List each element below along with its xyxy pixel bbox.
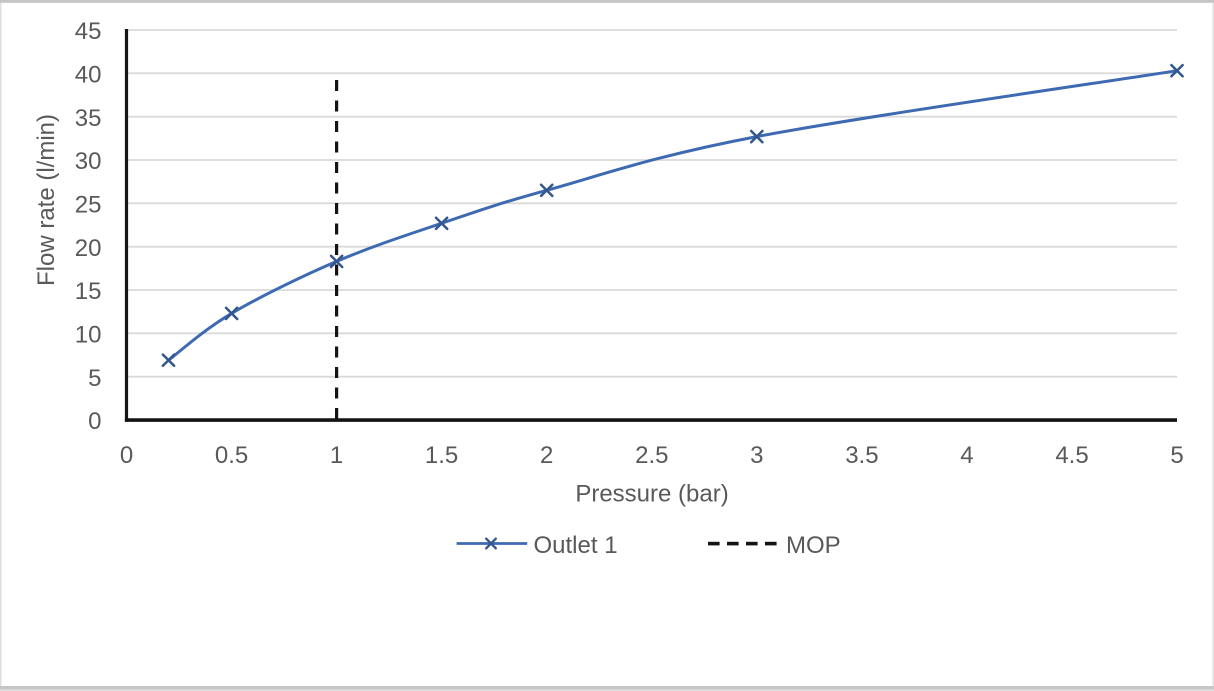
svg-text:4: 4 bbox=[960, 442, 973, 469]
svg-text:30: 30 bbox=[75, 148, 102, 175]
svg-text:1.5: 1.5 bbox=[425, 442, 458, 469]
svg-text:0: 0 bbox=[120, 442, 133, 469]
svg-text:35: 35 bbox=[75, 105, 102, 132]
svg-text:25: 25 bbox=[75, 192, 102, 219]
svg-text:5: 5 bbox=[1170, 442, 1183, 469]
svg-text:20: 20 bbox=[75, 235, 102, 262]
svg-text:10: 10 bbox=[75, 322, 102, 349]
svg-text:Pressure (bar): Pressure (bar) bbox=[575, 481, 728, 508]
svg-text:2: 2 bbox=[540, 442, 553, 469]
svg-text:3: 3 bbox=[750, 442, 763, 469]
svg-text:15: 15 bbox=[75, 278, 102, 305]
svg-text:40: 40 bbox=[75, 62, 102, 89]
svg-text:0: 0 bbox=[88, 408, 101, 435]
svg-text:Flow rate (l/min): Flow rate (l/min) bbox=[33, 114, 60, 286]
svg-text:0.5: 0.5 bbox=[215, 442, 248, 469]
svg-text:45: 45 bbox=[75, 18, 102, 45]
svg-text:MOP: MOP bbox=[786, 532, 841, 559]
svg-text:3.5: 3.5 bbox=[845, 442, 878, 469]
svg-text:2.5: 2.5 bbox=[635, 442, 668, 469]
svg-text:Outlet 1: Outlet 1 bbox=[534, 532, 618, 559]
svg-text:5: 5 bbox=[88, 365, 101, 392]
svg-text:4.5: 4.5 bbox=[1055, 442, 1088, 469]
svg-text:1: 1 bbox=[330, 442, 343, 469]
